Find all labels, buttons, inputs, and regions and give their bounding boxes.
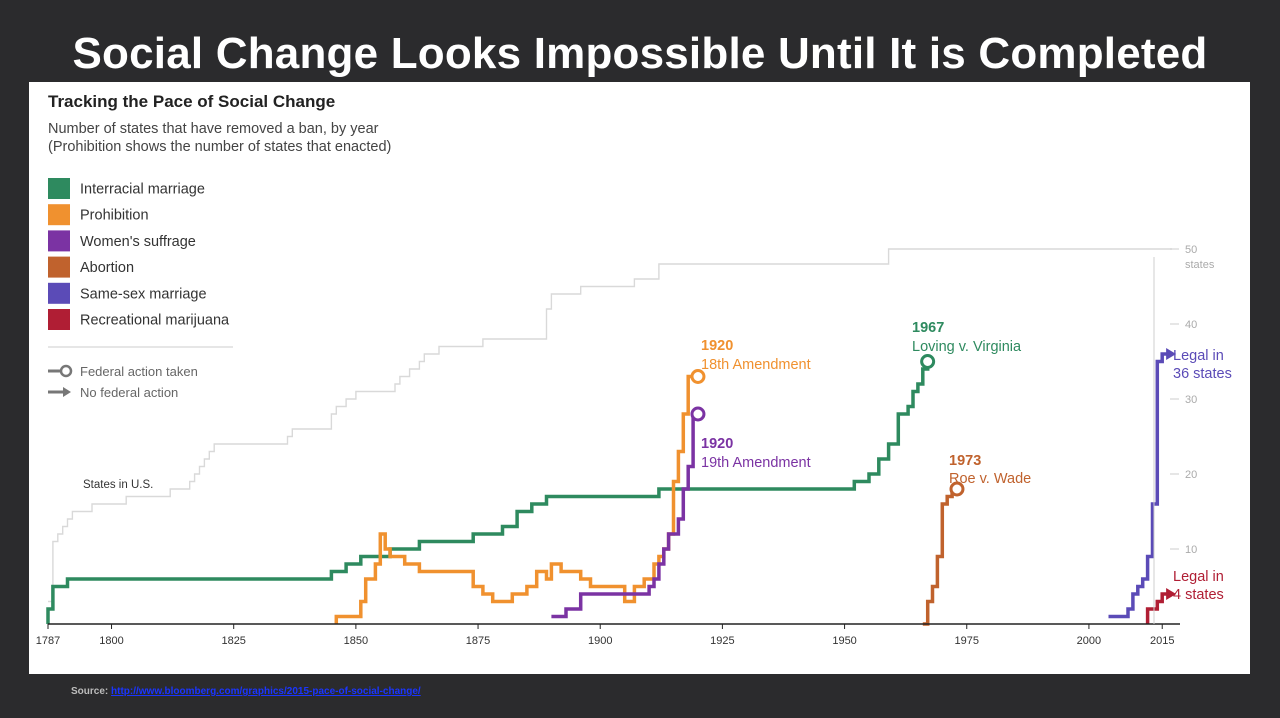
legend-swatch-recreational-marijuana [48, 309, 70, 330]
no-federal-action-arrow-icon [63, 387, 71, 397]
annotation-label-abortion: Roe v. Wade [949, 471, 1031, 487]
x-tick-label-2015: 2015 [1150, 635, 1174, 647]
legend-label-abortion: Abortion [80, 260, 134, 276]
x-tick-label-1850: 1850 [344, 635, 368, 647]
series-line-interracial-marriage [46, 361, 930, 624]
federal-action-label: Federal action taken [80, 364, 198, 379]
legend-label-recreational-marijuana: Recreational marijuana [80, 313, 230, 329]
x-tick-label-1825: 1825 [221, 635, 245, 647]
federal-action-circle-icon [59, 364, 73, 378]
legend-label-interracial-marriage: Interracial marriage [80, 182, 205, 198]
y-axis-unit-label: states [1185, 259, 1215, 271]
y-tick-label-40: 40 [1185, 319, 1197, 331]
legend-label-same-sex-marriage: Same-sex marriage [80, 286, 207, 302]
annotations: 1920 18th Amendment 1920 19th Amendment 1967… [83, 320, 1232, 603]
y-tick-label-50: 50 [1185, 244, 1197, 256]
series-line-prohibition [334, 374, 698, 624]
source-line: Source: http://www.bloomberg.com/graphic… [71, 686, 421, 697]
series-group [46, 248, 1172, 626]
end-marker-prohibition [690, 369, 706, 384]
legend-label-women-s-suffrage: Women's suffrage [80, 234, 196, 250]
y-tick-label-30: 30 [1185, 394, 1197, 406]
end-marker-abortion [949, 481, 965, 497]
axes: 1787 1800 1825 1850 1875 1900 1925 1950 1975 2000… [36, 244, 1215, 647]
y-tick-label-10: 10 [1185, 544, 1197, 556]
series-line-abortion [922, 487, 957, 626]
annotation-line2-same-sex-marriage: 36 states [1173, 366, 1232, 382]
annotation-line1-recreational-marijuana: Legal in [1173, 569, 1224, 585]
annotation-states-in-us: States in U.S. [83, 479, 153, 491]
series-line-women-s-suffrage [551, 412, 698, 619]
end-arrow-same-sex-marriage [1166, 348, 1177, 360]
x-tick-label-2000: 2000 [1077, 635, 1101, 647]
end-marker-women-s-suffrage [690, 406, 706, 422]
annotation-line2-recreational-marijuana: 4 states [1173, 587, 1224, 603]
chart-panel: Tracking the Pace of Social Change Numbe… [29, 82, 1250, 674]
annotation-year-women-s-suffrage: 1920 [701, 436, 733, 452]
x-tick-label-1975: 1975 [955, 635, 979, 647]
chart-title: Tracking the Pace of Social Change [48, 92, 335, 111]
annotation-year-interracial-marriage: 1967 [912, 320, 944, 336]
chart-subtitle-2: (Prohibition shows the number of states … [48, 139, 391, 155]
legend-swatch-interracial-marriage [48, 178, 70, 199]
annotation-year-abortion: 1973 [949, 453, 981, 469]
annotation-label-women-s-suffrage: 19th Amendment [701, 455, 811, 471]
annotation-label-interracial-marriage: Loving v. Virginia [912, 339, 1022, 355]
slide-title: Social Change Looks Impossible Until It … [72, 29, 1208, 78]
legend-swatch-same-sex-marriage [48, 282, 70, 304]
source-label: Source: [71, 686, 109, 697]
series-line-states-in-u-s [48, 248, 1172, 603]
legend-swatch-women-s-suffrage [48, 230, 70, 252]
x-tick-label-1875: 1875 [466, 635, 490, 647]
x-tick-label-1900: 1900 [588, 635, 612, 647]
legend-symbols: Federal action taken No federal action [48, 364, 198, 400]
series-line-same-sex-marriage [1108, 352, 1168, 619]
annotation-line1-same-sex-marriage: Legal in [1173, 348, 1224, 364]
legend: Interracial marriage Prohibition Women's s… [48, 178, 230, 330]
legend-swatch-abortion [48, 256, 70, 278]
x-tick-label-1787: 1787 [36, 635, 60, 647]
legend-label-prohibition: Prohibition [80, 208, 149, 224]
end-marker-interracial-marriage [920, 354, 936, 369]
chart-svg: Tracking the Pace of Social Change Numbe… [36, 92, 1232, 647]
x-tick-label-1800: 1800 [99, 635, 123, 647]
no-federal-action-label: No federal action [80, 385, 178, 400]
y-tick-label-20: 20 [1185, 469, 1197, 481]
annotation-label-prohibition: 18th Amendment [701, 357, 811, 373]
end-arrow-recreational-marijuana [1166, 588, 1177, 600]
x-tick-label-1925: 1925 [710, 635, 734, 647]
source-link[interactable]: http://www.bloomberg.com/graphics/2015-p… [111, 686, 421, 697]
series-line-recreational-marijuana [1145, 592, 1168, 624]
chart-subtitle-1: Number of states that have removed a ban… [48, 121, 379, 137]
legend-swatch-prohibition [48, 204, 70, 226]
x-tick-label-1950: 1950 [832, 635, 856, 647]
annotation-year-prohibition: 1920 [701, 338, 733, 354]
